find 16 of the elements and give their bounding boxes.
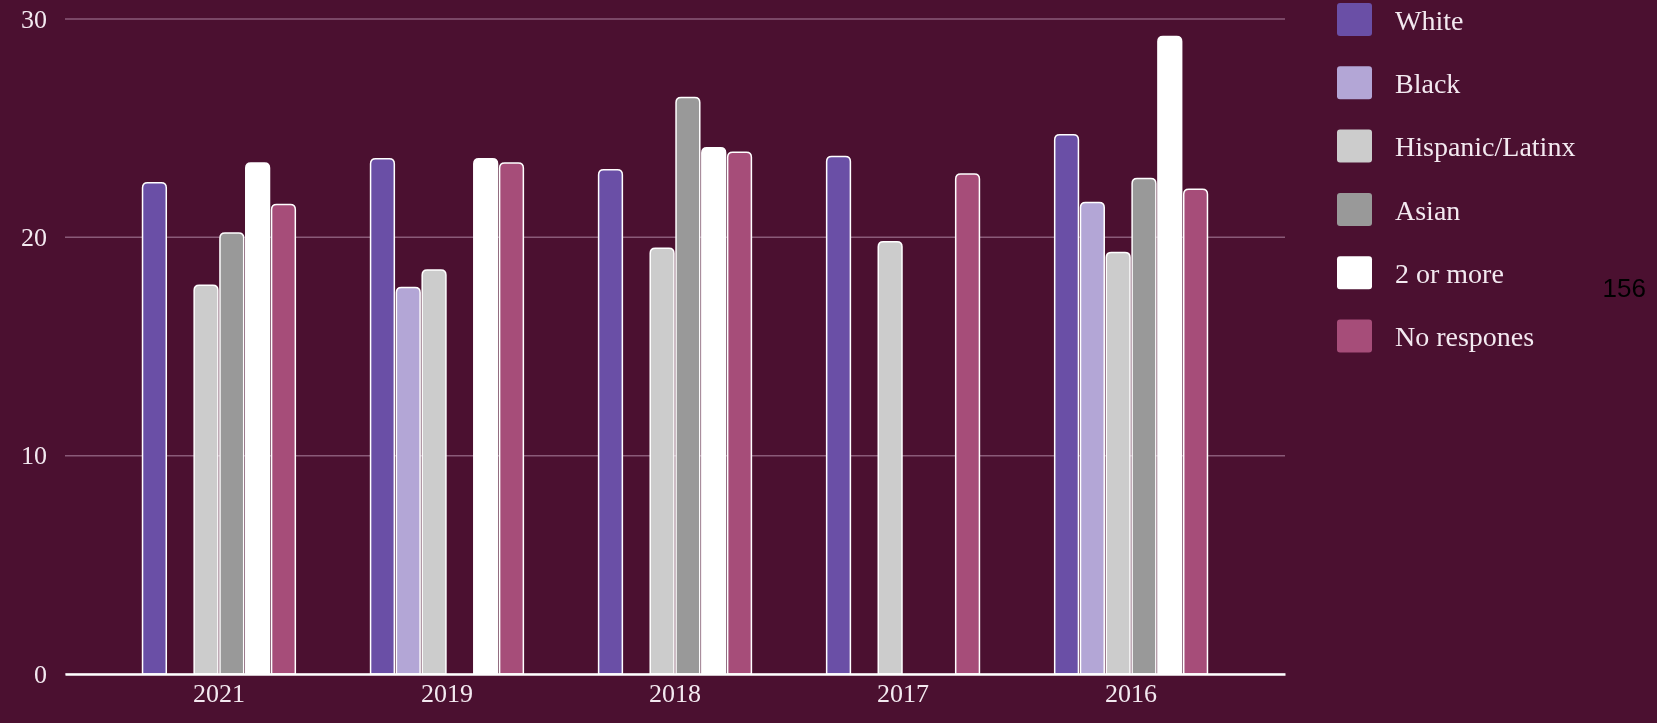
text: 156: [1602, 273, 1646, 304]
legend-label: Asian: [1395, 194, 1461, 226]
x-tick-label: 2018: [649, 679, 701, 709]
x-tick-label: 2017: [877, 679, 930, 709]
legend-label: White: [1395, 4, 1464, 36]
y-tick-label: 10: [21, 441, 47, 471]
y-tick-label: 0: [34, 659, 47, 689]
x-tick-label: 2021: [192, 679, 245, 709]
legend-label: Hispanic/Latinx: [1395, 131, 1576, 163]
legend-label: No respones: [1395, 321, 1535, 353]
y-tick-label: 30: [21, 4, 47, 34]
x-tick-label: 2016: [1105, 679, 1158, 709]
legend-label: Black: [1395, 68, 1461, 100]
y-tick-label: 20: [21, 223, 47, 253]
legend-label: 2 or more: [1395, 258, 1504, 289]
x-tick-label: 2019: [420, 679, 473, 709]
